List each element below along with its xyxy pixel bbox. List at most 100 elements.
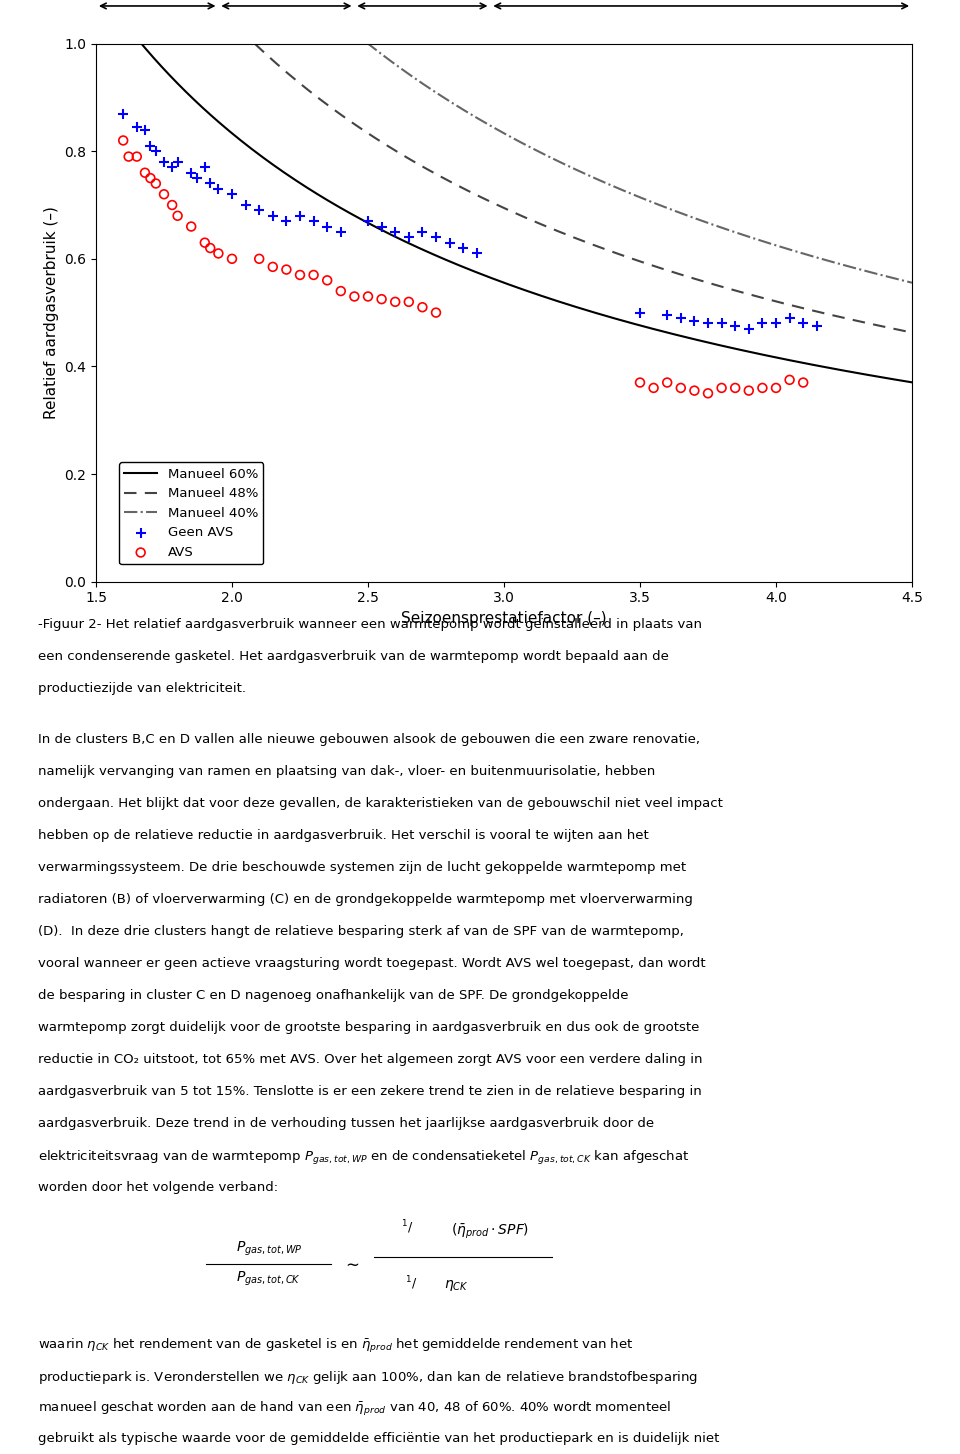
Text: productiezijde van elektriciteit.: productiezijde van elektriciteit.: [38, 682, 247, 695]
Geen AVS: [755, 311, 770, 334]
Text: hebben op de relatieve reductie in aardgasverbruik. Het verschil is vooral te wi: hebben op de relatieve reductie in aardg…: [38, 829, 649, 842]
AVS: [660, 371, 675, 394]
Text: namelijk vervanging van ramen en plaatsing van dak-, vloer- en buitenmuurisolati: namelijk vervanging van ramen en plaatsi…: [38, 765, 656, 778]
Manueel 60%: [589, 304, 601, 321]
Geen AVS: [170, 150, 185, 173]
AVS: [401, 291, 417, 314]
Text: radiatoren (B) of vloerverwarming (C) en de grondgekoppelde warmtepomp met vloer: radiatoren (B) of vloerverwarming (C) en…: [38, 893, 693, 906]
Text: een condenserende gasketel. Het aardgasverbruik van de warmtepomp wordt bepaald : een condenserende gasketel. Het aardgasv…: [38, 650, 669, 663]
Text: aardgasverbruik van 5 tot 15%. Tenslotte is er een zekere trend te zien in de re: aardgasverbruik van 5 tot 15%. Tenslotte…: [38, 1085, 702, 1098]
AVS: [741, 379, 756, 403]
Manueel 60%: [906, 374, 918, 391]
AVS: [796, 371, 811, 394]
Text: aardgasverbruik. Deze trend in de verhouding tussen het jaarlijkse aardgasverbru: aardgasverbruik. Deze trend in de verhou…: [38, 1117, 655, 1130]
Geen AVS: [189, 167, 204, 190]
AVS: [306, 263, 322, 286]
AVS: [278, 257, 294, 281]
Manueel 48%: [573, 231, 585, 249]
AVS: [728, 377, 743, 400]
Geen AVS: [265, 204, 280, 227]
Y-axis label: Relatief aardgasverbruik (–): Relatief aardgasverbruik (–): [44, 206, 59, 419]
Geen AVS: [442, 231, 457, 254]
Text: $^1/$: $^1/$: [400, 1218, 413, 1236]
Text: $^1/$: $^1/$: [405, 1274, 418, 1291]
AVS: [121, 145, 136, 169]
AVS: [686, 379, 702, 403]
AVS: [768, 377, 783, 400]
AVS: [115, 129, 131, 153]
Text: $P_{gas,tot,WP}$: $P_{gas,tot,WP}$: [235, 1240, 302, 1258]
Geen AVS: [714, 311, 730, 334]
X-axis label: Seizoensprestatiefactor (–): Seizoensprestatiefactor (–): [401, 611, 607, 625]
Text: reductie in CO₂ uitstoot, tot 65% met AVS. Over het algemeen zorgt AVS voor een : reductie in CO₂ uitstoot, tot 65% met AV…: [38, 1053, 703, 1066]
Manueel 48%: [589, 237, 601, 254]
Geen AVS: [292, 204, 307, 227]
Manueel 60%: [778, 350, 789, 368]
AVS: [292, 263, 307, 286]
Manueel 48%: [829, 307, 841, 324]
AVS: [646, 377, 661, 400]
Manueel 40%: [778, 238, 789, 256]
Geen AVS: [143, 134, 158, 157]
AVS: [156, 183, 172, 206]
Geen AVS: [137, 118, 153, 141]
AVS: [210, 241, 227, 265]
Text: ondergaan. Het blijkt dat voor deze gevallen, de karakteristieken van de gebouws: ondergaan. Het blijkt dat voor deze geva…: [38, 797, 723, 810]
AVS: [164, 193, 180, 217]
Geen AVS: [360, 209, 375, 233]
Text: vooral wanneer er geen actieve vraagsturing wordt toegepast. Wordt AVS wel toege: vooral wanneer er geen actieve vraagstur…: [38, 957, 706, 970]
Text: verwarmingssysteem. De drie beschouwde systemen zijn de lucht gekoppelde warmtep: verwarmingssysteem. De drie beschouwde s…: [38, 861, 686, 874]
Text: warmtepomp zorgt duidelijk voor de grootste besparing in aardgasverbruik en dus : warmtepomp zorgt duidelijk voor de groot…: [38, 1021, 700, 1034]
Text: worden door het volgende verband:: worden door het volgende verband:: [38, 1181, 278, 1194]
Geen AVS: [278, 209, 294, 233]
Line: Manueel 48%: Manueel 48%: [96, 0, 912, 333]
Text: $\eta_{CK}$: $\eta_{CK}$: [444, 1278, 468, 1293]
Geen AVS: [456, 237, 471, 260]
Manueel 48%: [778, 295, 789, 313]
AVS: [148, 172, 163, 195]
Geen AVS: [686, 310, 702, 333]
Geen AVS: [388, 220, 403, 243]
Geen AVS: [252, 199, 267, 222]
AVS: [170, 204, 185, 227]
Geen AVS: [469, 241, 485, 265]
Manueel 40%: [829, 254, 841, 272]
Manueel 40%: [906, 273, 918, 291]
Manueel 48%: [906, 324, 918, 342]
Text: In de clusters B,C en D vallen alle nieuwe gebouwen alsook de gebouwen die een z: In de clusters B,C en D vallen alle nieu…: [38, 733, 701, 746]
Geen AVS: [225, 183, 240, 206]
AVS: [347, 285, 362, 308]
Geen AVS: [238, 193, 253, 217]
Geen AVS: [673, 307, 688, 330]
Geen AVS: [633, 301, 648, 324]
Geen AVS: [320, 215, 335, 238]
Text: de besparing in cluster C en D nagenoeg onafhankelijk van de SPF. De grondgekopp: de besparing in cluster C en D nagenoeg …: [38, 989, 629, 1002]
AVS: [428, 301, 444, 324]
AVS: [265, 256, 280, 279]
Geen AVS: [781, 307, 797, 330]
Text: productiepark is. Veronderstellen we $\eta_{CK}$ gelijk aan 100%, dan kan de rel: productiepark is. Veronderstellen we $\e…: [38, 1368, 699, 1386]
Geen AVS: [796, 311, 811, 334]
Line: Manueel 40%: Manueel 40%: [96, 0, 912, 282]
AVS: [137, 161, 153, 185]
Manueel 60%: [573, 300, 585, 317]
Text: (D).  In deze drie clusters hangt de relatieve besparing sterk af van de SPF van: (D). In deze drie clusters hangt de rela…: [38, 925, 684, 938]
AVS: [415, 295, 430, 318]
AVS: [143, 167, 158, 190]
AVS: [129, 145, 144, 169]
AVS: [183, 215, 199, 238]
Text: gebruikt als typische waarde voor de gemiddelde efficiëntie van het productiepar: gebruikt als typische waarde voor de gem…: [38, 1432, 720, 1445]
Legend: Manueel 60%, Manueel 48%, Manueel 40%, Geen AVS, AVS: Manueel 60%, Manueel 48%, Manueel 40%, G…: [119, 462, 263, 564]
Geen AVS: [809, 314, 825, 337]
Line: Manueel 60%: Manueel 60%: [96, 0, 912, 382]
Geen AVS: [183, 161, 199, 185]
Geen AVS: [701, 311, 716, 334]
Geen AVS: [373, 215, 389, 238]
Text: waarin $\eta_{CK}$ het rendement van de gasketel is en $\bar{\eta}_{prod}$ het g: waarin $\eta_{CK}$ het rendement van de …: [38, 1336, 634, 1355]
Geen AVS: [197, 156, 212, 179]
Geen AVS: [210, 177, 227, 201]
Manueel 60%: [829, 361, 841, 378]
Manueel 40%: [573, 163, 585, 180]
Geen AVS: [660, 304, 675, 327]
Geen AVS: [333, 220, 348, 243]
